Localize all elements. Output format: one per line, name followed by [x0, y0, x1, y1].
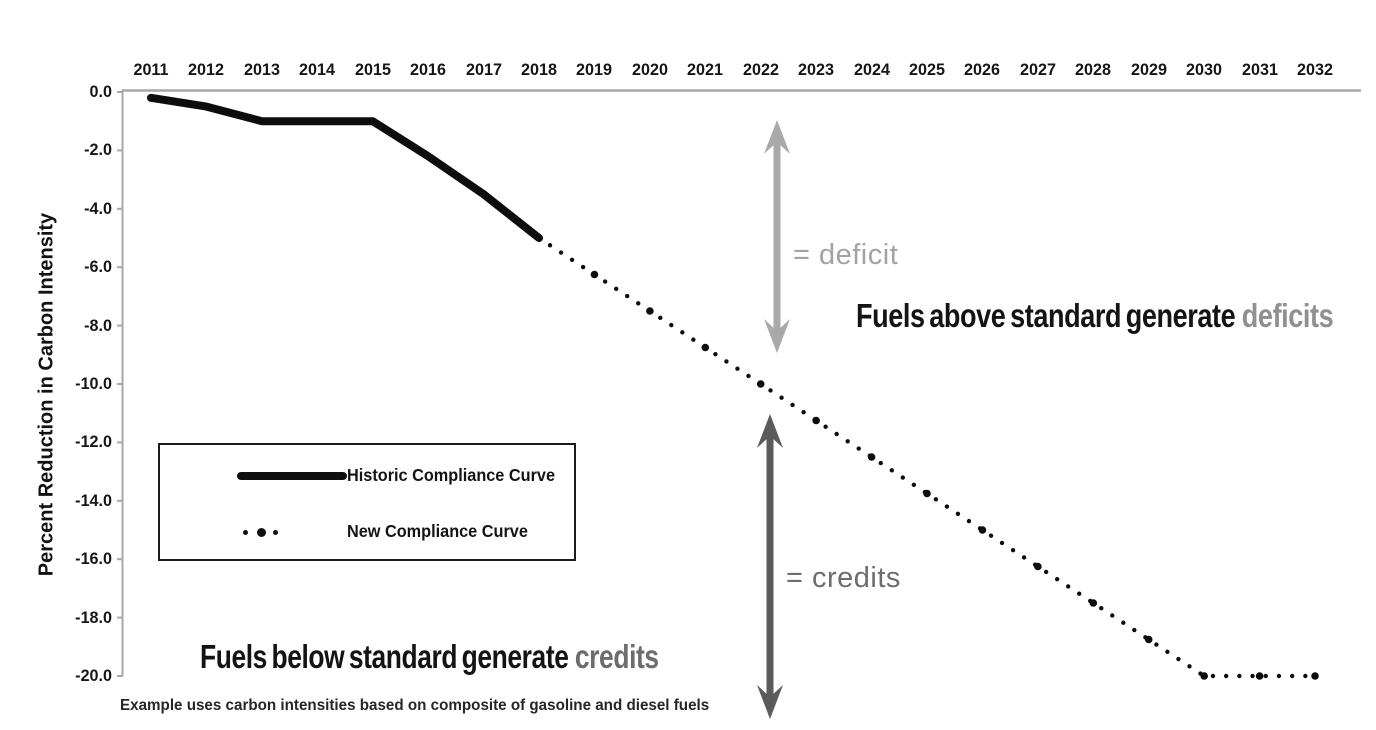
fuels-below-text: Fuels below standard generate: [200, 638, 569, 675]
x-tick-label: 2026: [964, 60, 1001, 79]
footnote: Example uses carbon intensities based on…: [120, 697, 710, 714]
y-axis-title: Percent Reduction in Carbon Intensity: [35, 212, 58, 577]
x-tick-label: 2018: [521, 60, 557, 79]
y-tick-label: -10.0: [75, 374, 112, 393]
x-tick-label: 2022: [742, 60, 779, 79]
x-tick-label: 2013: [243, 60, 280, 79]
x-tick-label: 2032: [1297, 60, 1333, 79]
y-tick-label: -16.0: [75, 549, 112, 569]
deficit-arrow: [764, 120, 790, 353]
legend-label-historic: Historic Compliance Curve: [347, 465, 556, 485]
historic-curve: [147, 93, 544, 242]
x-tick-label: 2029: [1130, 60, 1167, 79]
x-tick-label: 2017: [465, 60, 502, 79]
x-tick-label: 2027: [1019, 60, 1056, 79]
x-tick-label: 2016: [410, 60, 447, 79]
x-tick-label: 2021: [687, 60, 724, 79]
credits-annotation: = credits: [786, 562, 901, 594]
y-tick-label: -2.0: [84, 140, 112, 160]
x-tick-label: 2028: [1075, 60, 1112, 79]
y-tick-label: -20.0: [75, 666, 112, 685]
x-tick-label: 2014: [299, 60, 336, 79]
fuels-above-standard-caption: Fuels above standard generate deficits: [856, 297, 1334, 335]
x-tick-label: 2015: [354, 60, 391, 79]
y-tick-label: -6.0: [84, 257, 112, 277]
y-tick-label: -18.0: [75, 607, 112, 627]
x-tick-label: 2025: [909, 60, 945, 79]
y-tick-label: -4.0: [84, 198, 112, 218]
x-tick-label: 2023: [798, 60, 835, 79]
credits-highlight: credits: [574, 638, 659, 675]
fuels-below-standard-caption: Fuels below standard generate credits: [200, 638, 659, 676]
new-curve-swatch-dot: [273, 530, 278, 535]
y-tick-label: -12.0: [75, 432, 112, 452]
legend-label-new: New Compliance Curve: [347, 521, 528, 541]
x-tick-label: 2020: [631, 60, 668, 79]
x-tick-label: 2031: [1241, 60, 1278, 79]
fuels-above-text: Fuels above standard generate: [856, 297, 1236, 334]
x-tick-label: 2024: [853, 60, 890, 79]
deficits-highlight: deficits: [1241, 297, 1334, 334]
historic-curve-swatch: [237, 472, 347, 480]
y-tick-label: 0.0: [89, 82, 112, 101]
y-axis-tick-marks: [117, 91, 123, 677]
x-tick-label: 2011: [133, 60, 169, 79]
x-tick-label: 2030: [1186, 60, 1223, 79]
legend: Historic Compliance Curve New Compliance…: [158, 443, 576, 561]
y-tick-label: -8.0: [84, 315, 112, 335]
new-curve-swatch-dot: [243, 530, 248, 535]
x-tick-label: 2012: [188, 60, 225, 79]
y-tick-label: -14.0: [75, 490, 112, 510]
x-tick-label: 2019: [576, 60, 613, 79]
new-curve-swatch-dot: [257, 528, 266, 537]
credits-arrow: [757, 414, 783, 719]
new-curve-markers: [590, 270, 1319, 680]
deficit-annotation: = deficit: [793, 239, 899, 271]
